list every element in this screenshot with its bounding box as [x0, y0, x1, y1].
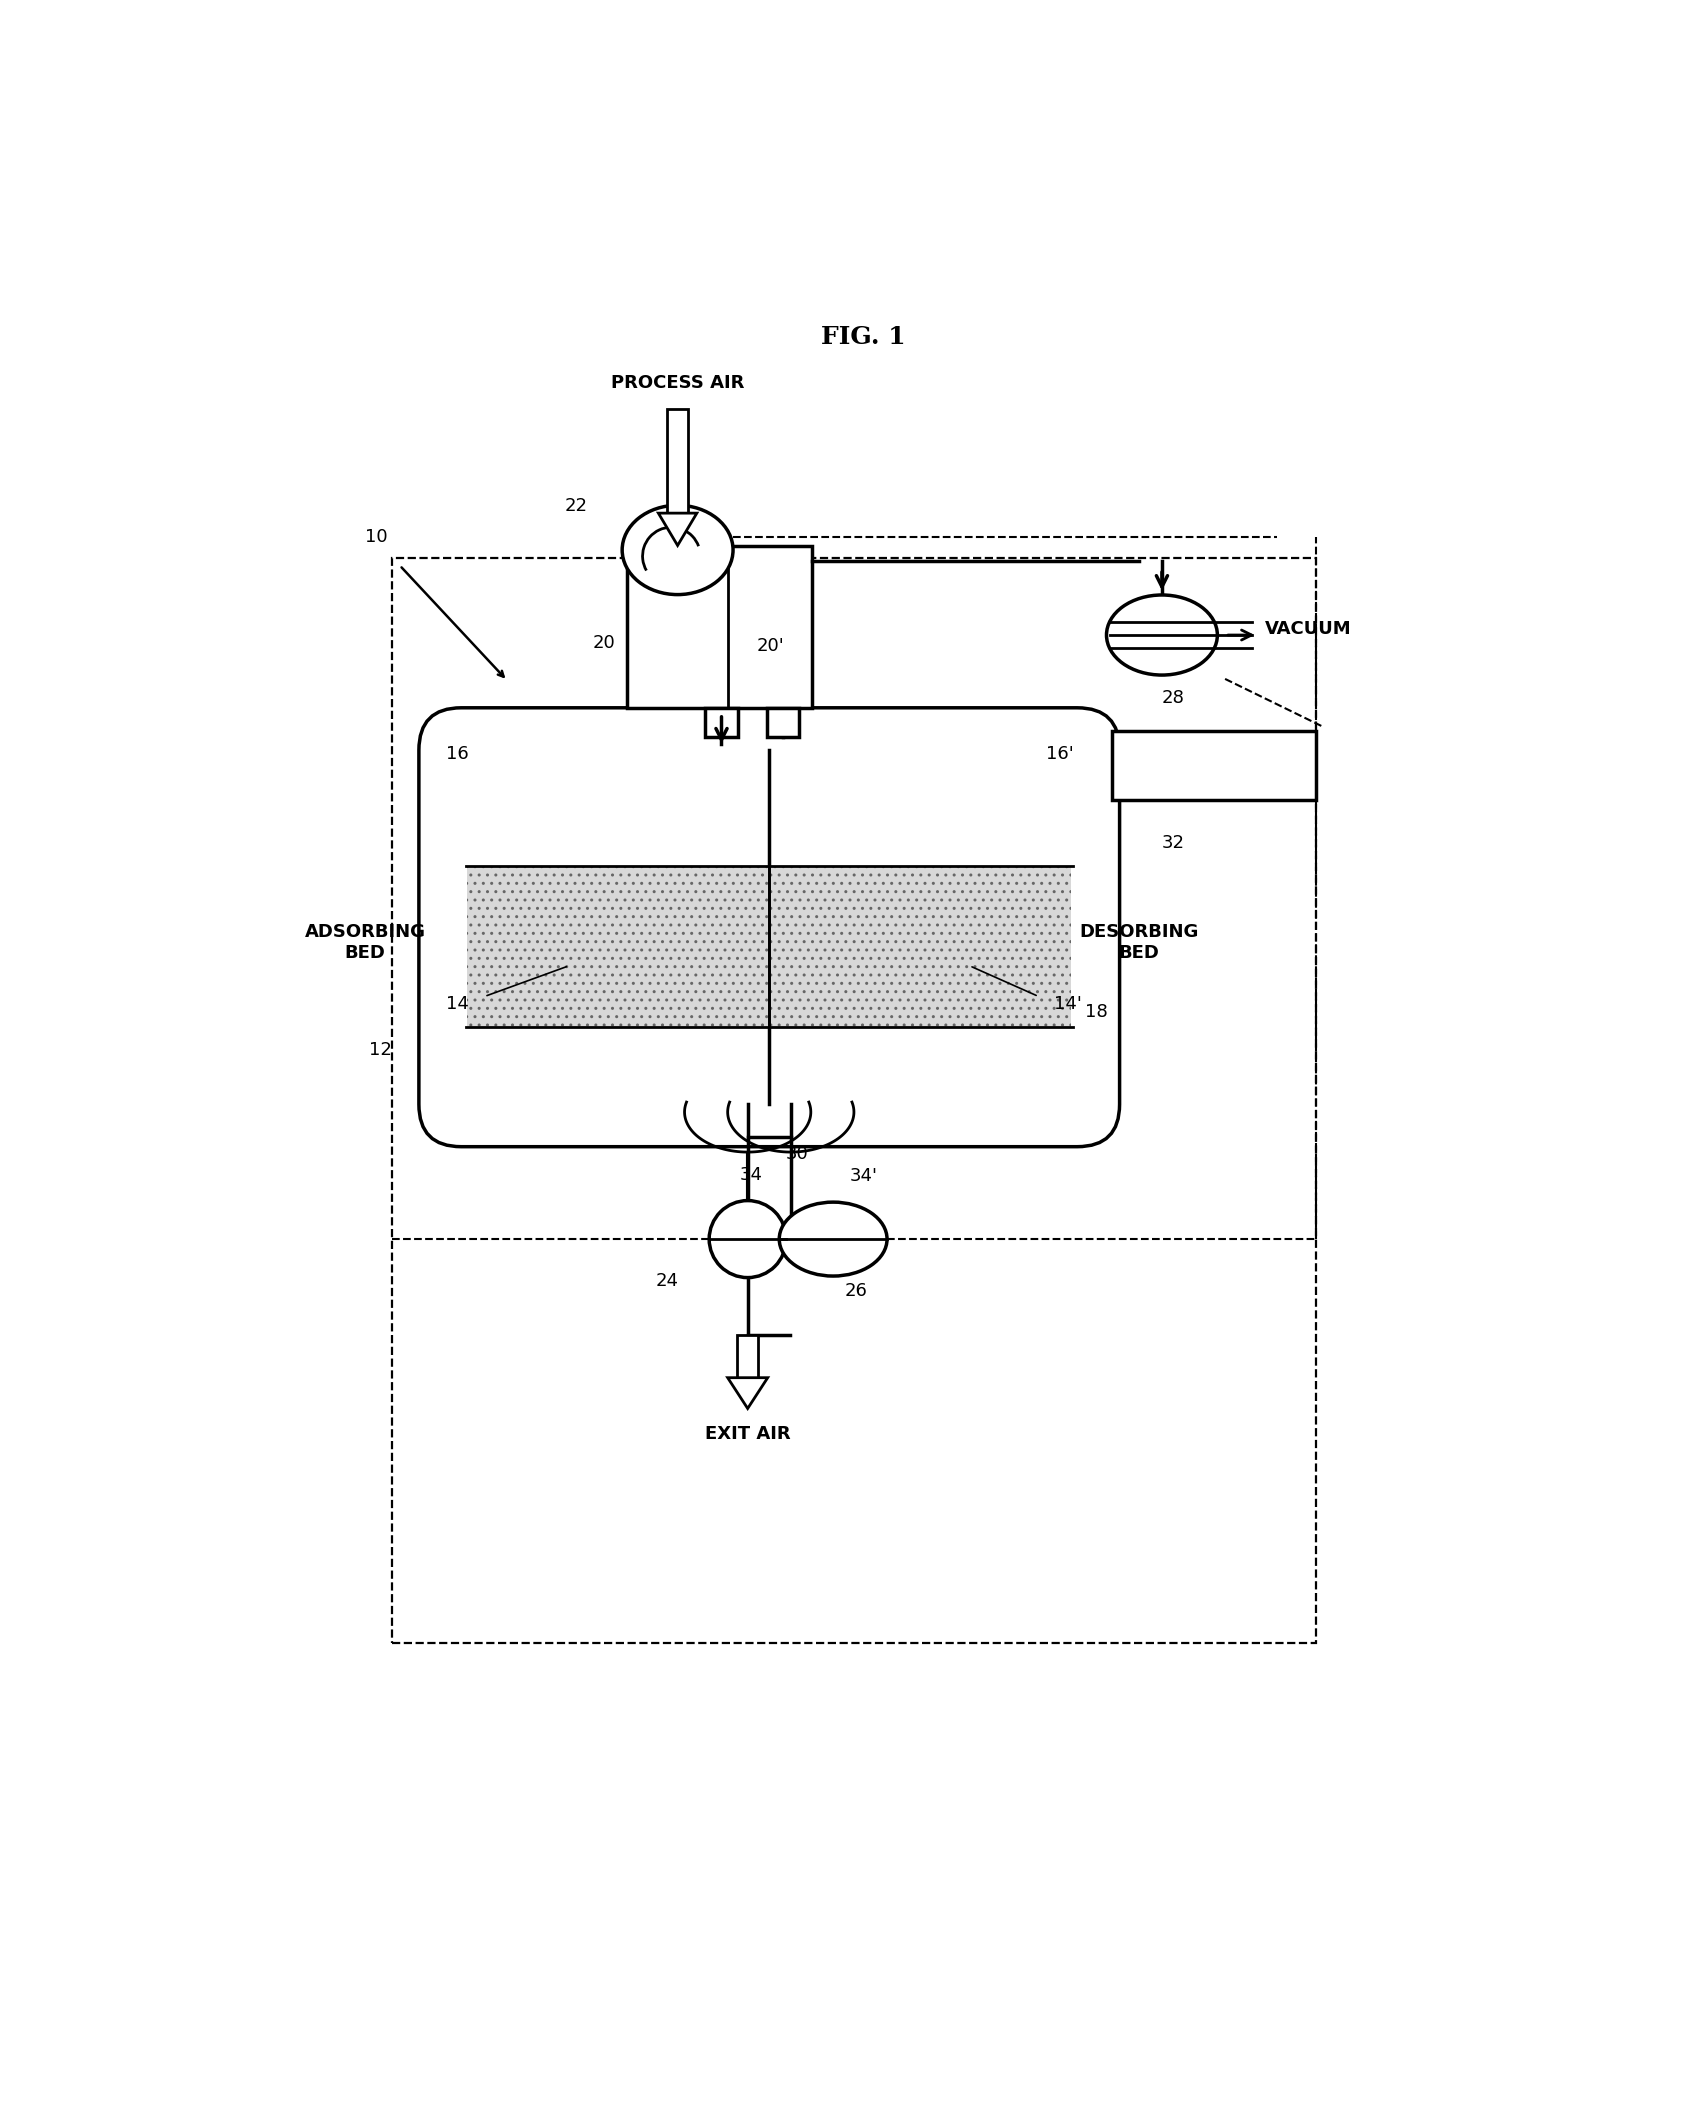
- Text: 18: 18: [1085, 1002, 1107, 1021]
- Text: EXIT AIR: EXIT AIR: [704, 1426, 790, 1443]
- Polygon shape: [659, 514, 698, 545]
- Text: 14': 14': [1055, 996, 1082, 1013]
- Text: ADSORBING
BED: ADSORBING BED: [305, 922, 426, 962]
- Text: 34: 34: [740, 1165, 763, 1184]
- Text: CONTROLLER: CONTROLLER: [1153, 756, 1276, 775]
- Text: VACUUM: VACUUM: [1265, 619, 1351, 638]
- Text: 14: 14: [447, 996, 468, 1013]
- Bar: [770, 866, 1072, 1028]
- Text: DESORBING
BED: DESORBING BED: [1078, 922, 1198, 962]
- Bar: [467, 866, 768, 1028]
- Bar: [736, 1335, 758, 1377]
- Ellipse shape: [1107, 596, 1217, 676]
- Bar: [767, 708, 799, 737]
- Bar: [1112, 731, 1316, 800]
- Bar: [667, 409, 687, 514]
- Polygon shape: [728, 1377, 768, 1409]
- Text: 12: 12: [369, 1042, 393, 1059]
- Text: PROCESS AIR: PROCESS AIR: [612, 375, 745, 392]
- Ellipse shape: [622, 505, 733, 594]
- Ellipse shape: [778, 1203, 886, 1276]
- Text: 20: 20: [593, 634, 615, 653]
- Text: 24: 24: [655, 1272, 679, 1291]
- Text: 10: 10: [366, 529, 388, 545]
- Text: 32: 32: [1161, 834, 1185, 851]
- Text: 26: 26: [844, 1283, 868, 1299]
- Text: 16': 16': [1046, 746, 1073, 762]
- Text: 16: 16: [447, 746, 468, 762]
- Text: 20': 20': [757, 638, 784, 655]
- Text: 34': 34': [849, 1167, 878, 1186]
- Text: 22: 22: [564, 497, 588, 516]
- Circle shape: [709, 1200, 787, 1278]
- Text: 28: 28: [1161, 689, 1185, 708]
- FancyBboxPatch shape: [420, 708, 1119, 1146]
- Bar: [393, 558, 1316, 1643]
- Bar: [627, 545, 812, 708]
- Text: 30: 30: [787, 1146, 809, 1163]
- Bar: [706, 708, 738, 737]
- Text: FIG. 1: FIG. 1: [821, 326, 907, 350]
